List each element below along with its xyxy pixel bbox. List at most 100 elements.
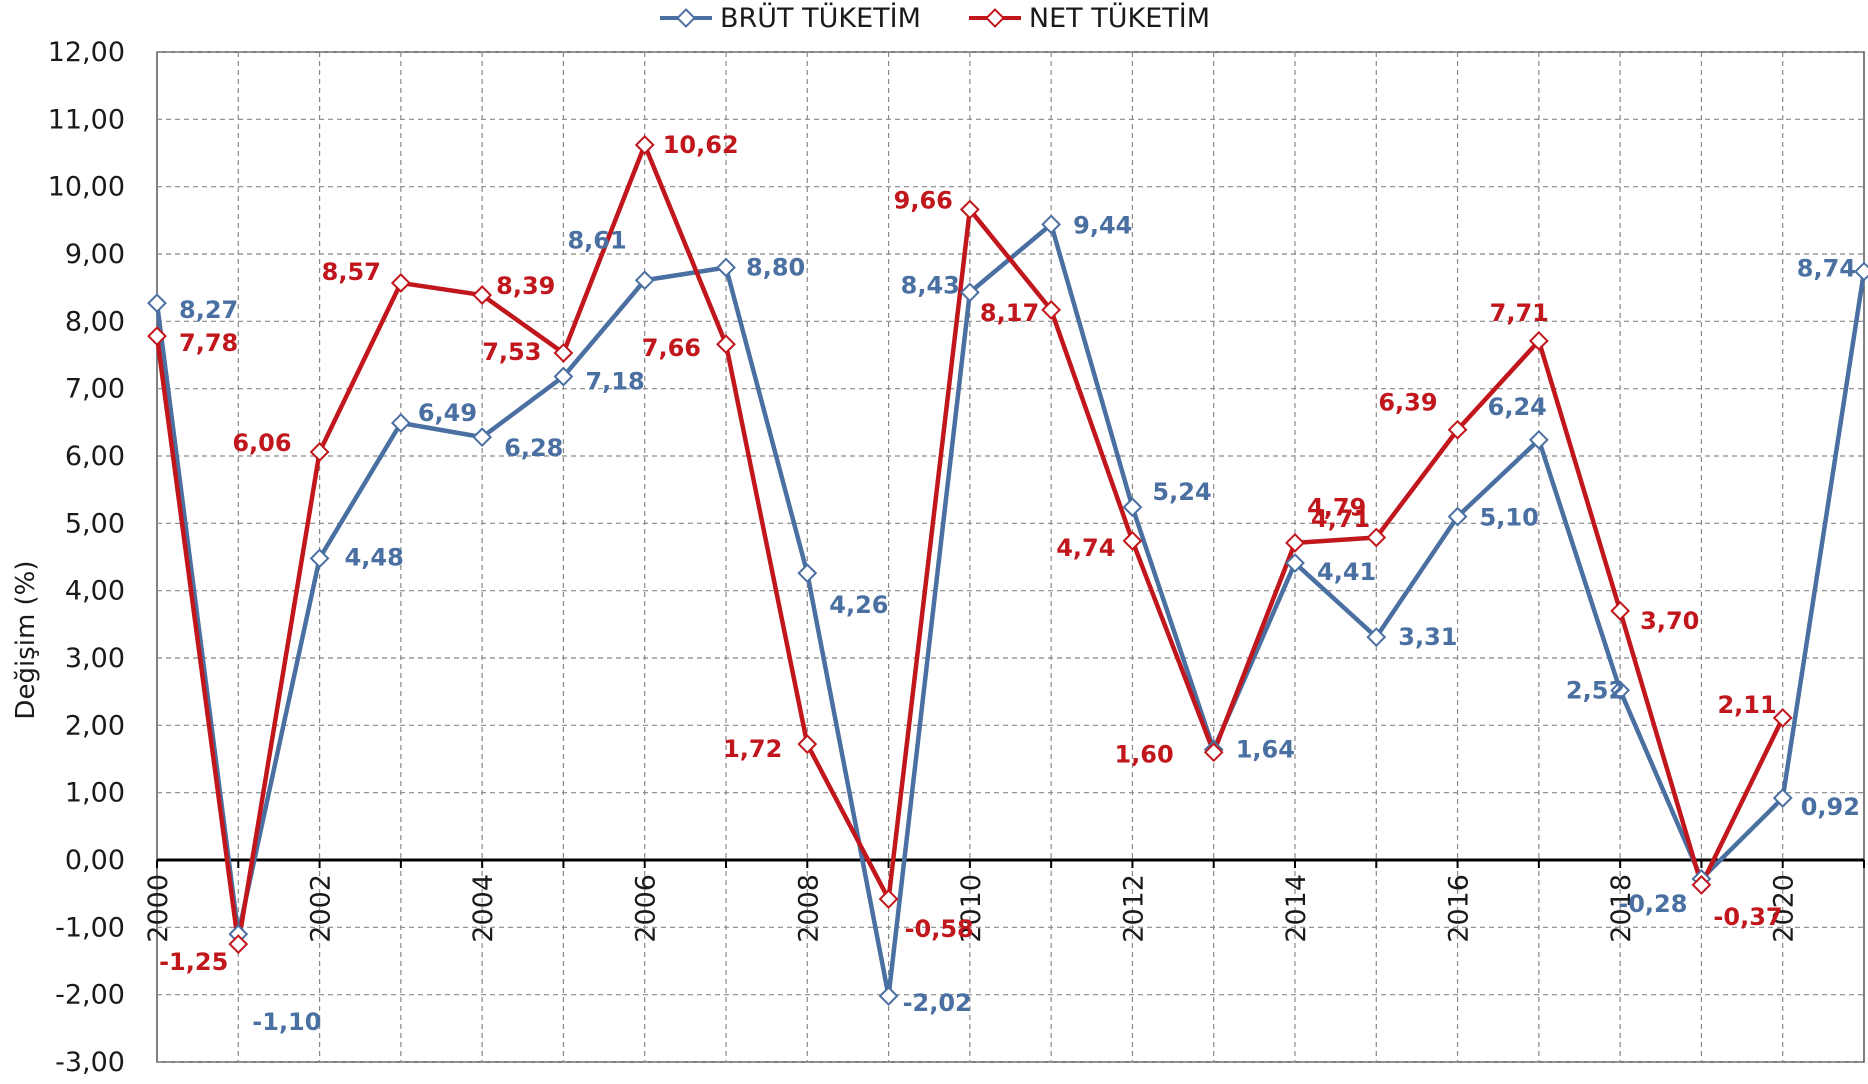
y-tick-label: 7,00 [65, 374, 125, 405]
data-label-net: -1,25 [159, 948, 228, 976]
y-tick-label: 6,00 [65, 441, 125, 472]
data-point-brut [797, 563, 818, 584]
data-label-net: -0,58 [905, 915, 974, 943]
data-label-brut: 5,10 [1480, 504, 1539, 532]
data-label-brut: -2,02 [903, 989, 972, 1017]
data-point-net [634, 135, 655, 155]
data-label-net: -0,37 [1713, 903, 1782, 931]
data-label-brut: 6,49 [418, 399, 477, 427]
data-point-net [472, 285, 493, 305]
data-point-net [878, 889, 899, 909]
data-label-net: 7,78 [179, 329, 238, 357]
x-tick-label: 2000 [143, 874, 174, 943]
data-point-net [1691, 875, 1712, 895]
x-tick-label: 2010 [956, 874, 987, 943]
legend-item-net: NET TÜKETİM [968, 2, 1211, 34]
y-tick-label: 3,00 [65, 643, 125, 674]
data-point-brut [1366, 627, 1387, 648]
data-label-net: 4,79 [1307, 493, 1366, 521]
data-label-brut: 4,48 [345, 543, 404, 571]
data-label-brut: 8,74 [1797, 255, 1856, 283]
data-label-brut: 7,18 [585, 368, 644, 396]
data-point-net [1122, 530, 1143, 551]
data-label-net: 7,53 [482, 338, 541, 366]
data-label-net: 7,71 [1490, 299, 1549, 327]
data-point-net [959, 199, 980, 220]
y-tick-label: 11,00 [48, 104, 125, 135]
data-point-brut [1854, 261, 1868, 282]
legend-marker-brut [660, 8, 712, 28]
data-label-brut: 6,24 [1488, 393, 1547, 421]
data-point-brut [634, 270, 655, 291]
data-point-net [1772, 708, 1793, 728]
data-point-brut [878, 986, 899, 1006]
data-label-brut: 9,44 [1073, 211, 1132, 239]
x-tick-label: 2004 [468, 874, 499, 943]
data-label-brut: 8,27 [179, 296, 238, 324]
x-tick-label: 2006 [631, 874, 662, 943]
x-tick-label: 2008 [793, 874, 824, 943]
data-label-brut: 8,80 [746, 253, 805, 281]
y-tick-label: -3,00 [55, 1047, 125, 1078]
data-point-net [1447, 419, 1468, 440]
y-tick-label: 12,00 [48, 37, 125, 68]
data-point-brut [1041, 214, 1062, 235]
data-label-brut: 0,92 [1801, 793, 1860, 821]
data-point-brut [472, 427, 493, 448]
data-label-net: 1,60 [1114, 740, 1173, 768]
data-point-brut [228, 924, 249, 944]
data-label-brut: -1,10 [252, 1008, 321, 1036]
data-point-net [1528, 330, 1549, 351]
data-point-net [147, 326, 167, 347]
data-label-brut: 2,52 [1566, 676, 1625, 704]
y-tick-label: 8,00 [65, 306, 125, 337]
data-point-net [1610, 600, 1631, 621]
data-point-net [390, 273, 411, 293]
y-tick-label: 0,00 [65, 845, 125, 876]
data-label-brut: 5,24 [1152, 478, 1211, 506]
data-point-net [1285, 532, 1305, 553]
y-tick-label: -2,00 [55, 980, 125, 1011]
legend-label-net: NET TÜKETİM [1028, 2, 1211, 34]
data-label-brut: 3,31 [1398, 623, 1457, 651]
y-tick-label: 2,00 [65, 710, 125, 741]
data-point-net [1366, 527, 1387, 548]
x-tick-label: 2002 [306, 874, 337, 943]
x-tick-label: 2014 [1281, 874, 1312, 943]
data-point-brut [1772, 788, 1793, 808]
legend: BRÜT TÜKETİM NET TÜKETİM [660, 0, 1258, 36]
data-point-net [797, 734, 818, 755]
x-tick-label: 2016 [1444, 874, 1475, 943]
data-label-net: 8,17 [980, 299, 1039, 327]
data-label-net: 9,66 [894, 187, 953, 215]
data-point-net [1203, 742, 1224, 763]
data-label-net: 8,39 [496, 272, 555, 300]
y-tick-label: 10,00 [48, 172, 125, 203]
data-point-brut [553, 366, 574, 387]
data-point-brut [147, 293, 167, 314]
y-tick-label: -1,00 [55, 912, 125, 943]
y-tick-label: 9,00 [65, 239, 125, 270]
data-point-brut [390, 413, 411, 433]
data-point-brut [1447, 506, 1468, 527]
data-label-net: 4,71 [1311, 505, 1370, 533]
legend-item-brut: BRÜT TÜKETİM [660, 3, 921, 34]
data-label-net: 6,06 [232, 429, 291, 457]
data-label-brut: 4,41 [1317, 558, 1376, 586]
legend-label-brut: BRÜT TÜKETİM [720, 2, 921, 34]
x-tick-label: 2018 [1606, 874, 1637, 943]
x-tick-label: 2012 [1118, 874, 1149, 943]
data-label-net: 4,74 [1056, 534, 1115, 562]
y-tick-label: 1,00 [65, 778, 125, 809]
data-point-net [716, 334, 736, 355]
data-label-net: 2,11 [1717, 691, 1776, 719]
data-point-brut [1285, 553, 1305, 573]
data-label-brut: 6,28 [504, 434, 563, 462]
data-point-net [309, 442, 330, 462]
data-point-net [1041, 299, 1062, 320]
legend-marker-net [968, 8, 1021, 28]
data-label-net: 8,57 [322, 258, 381, 286]
data-point-brut [1610, 680, 1631, 701]
data-point-net [553, 343, 574, 363]
